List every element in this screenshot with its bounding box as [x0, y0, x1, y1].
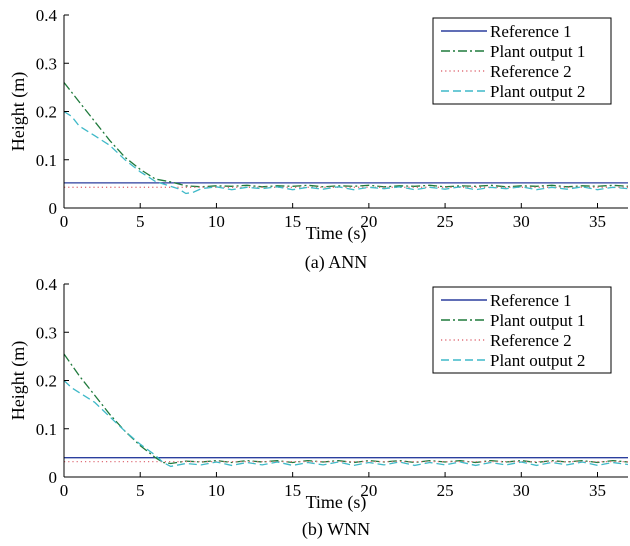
y-tick-label: 0.1 [36, 420, 57, 439]
legend-label: Plant output 1 [490, 42, 585, 61]
legend-label: Reference 1 [490, 291, 572, 310]
x-tick-label: 30 [513, 212, 530, 231]
legend-label: Reference 2 [490, 62, 572, 81]
y-axis-label: Height (m) [8, 72, 29, 151]
x-tick-label: 25 [437, 212, 454, 231]
series-line-4 [64, 380, 628, 468]
chart-panel-wnn: 0 5 10 15 20 25 30 35 0 0.1 0.2 0.3 0.4 Time (s) Heigh… [8, 275, 628, 540]
x-tick-label: 35 [589, 481, 606, 500]
y-tick-label: 0.1 [36, 151, 57, 170]
series-group [64, 82, 628, 195]
y-tick-label: 0.3 [36, 323, 57, 342]
y-tick-label: 0.3 [36, 54, 57, 73]
x-tick-label: 20 [360, 212, 377, 231]
x-tick-label: 20 [360, 481, 377, 500]
y-axis-label: Height (m) [8, 341, 29, 420]
x-tick-label: 30 [513, 481, 530, 500]
y-tick-label: 0 [49, 468, 58, 487]
y-tick-label: 0.4 [36, 275, 58, 294]
legend-label: Plant output 2 [490, 351, 585, 370]
x-tick-label: 5 [136, 212, 145, 231]
x-tick-label: 15 [284, 481, 301, 500]
legend-label: Plant output 1 [490, 311, 585, 330]
x-tick-label: 10 [208, 481, 225, 500]
series-line-2 [64, 353, 628, 465]
legend-label: Plant output 2 [490, 82, 585, 101]
y-tick-label: 0.2 [36, 103, 57, 122]
chart-caption: (a) ANN [305, 252, 367, 273]
series-line-4 [64, 110, 628, 195]
x-tick-label: 25 [437, 481, 454, 500]
legend-box [432, 286, 612, 374]
legend-box [432, 17, 612, 105]
legend-label: Reference 2 [490, 331, 572, 350]
x-axis-label: Time (s) [306, 492, 367, 513]
x-tick-label: 5 [136, 481, 145, 500]
x-axis-label: Time (s) [306, 223, 367, 244]
x-tick-label: 0 [60, 481, 69, 500]
y-tick-label: 0.2 [36, 372, 57, 391]
chart-panel-ann: 0 5 10 15 20 25 30 35 0 0.1 0.2 0.3 0.4 Time (s) Heigh… [8, 6, 628, 273]
chart-caption: (b) WNN [302, 519, 370, 540]
series-group [64, 353, 628, 468]
series-line-2 [64, 82, 628, 188]
x-tick-label: 35 [589, 212, 606, 231]
y-tick-label: 0 [49, 199, 58, 218]
legend-label: Reference 1 [490, 22, 572, 41]
x-tick-label: 10 [208, 212, 225, 231]
x-tick-label: 0 [60, 212, 69, 231]
x-tick-label: 15 [284, 212, 301, 231]
y-tick-label: 0.4 [36, 6, 58, 25]
